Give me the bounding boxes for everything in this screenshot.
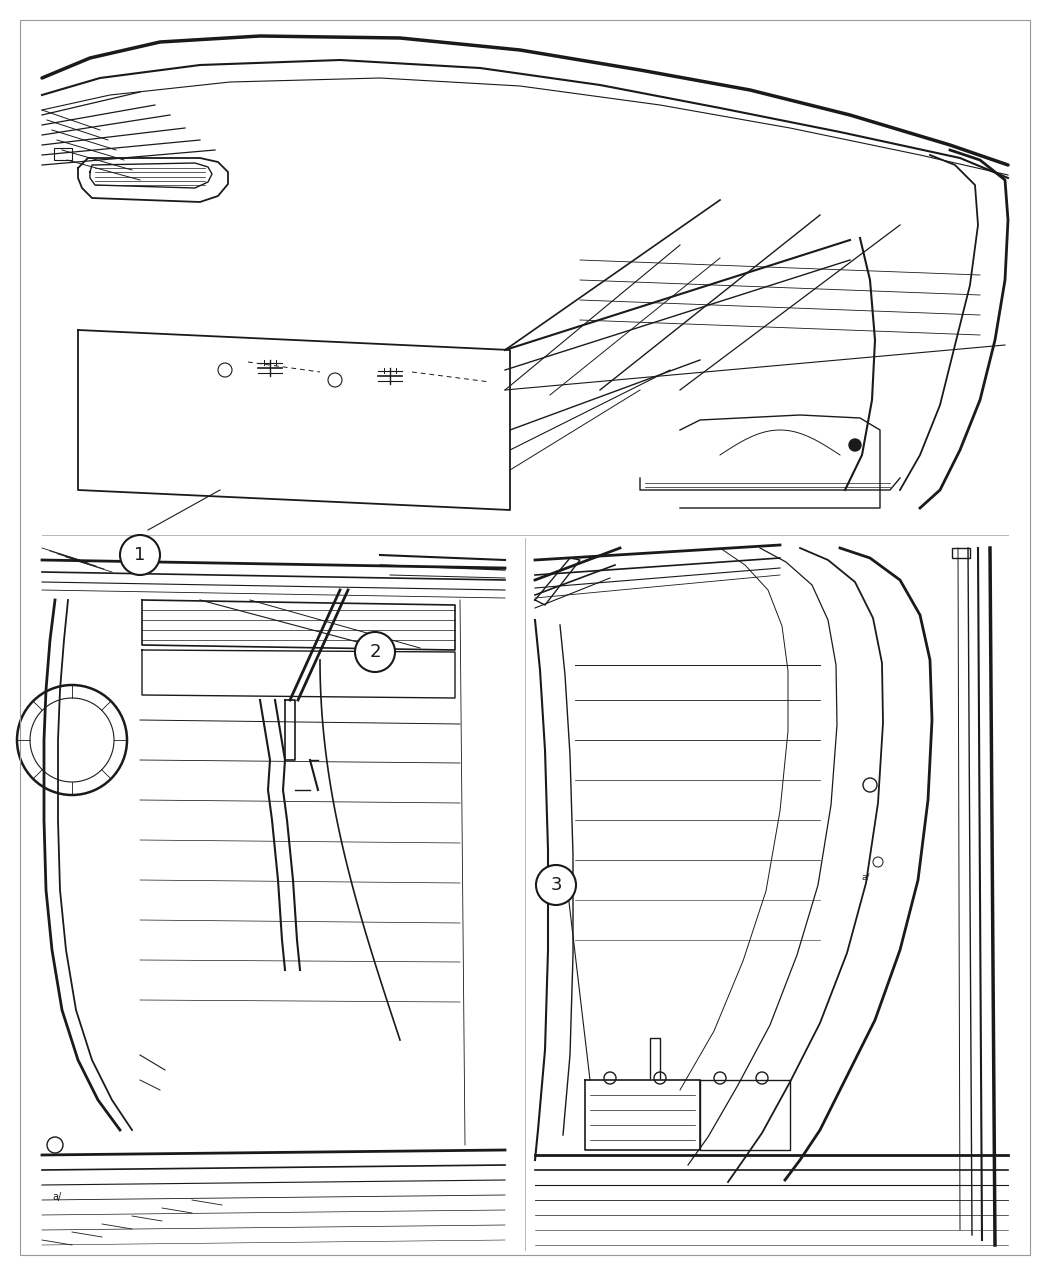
Text: 2: 2 bbox=[370, 643, 381, 660]
Text: 3: 3 bbox=[550, 876, 562, 894]
Bar bbox=[952, 548, 970, 558]
Circle shape bbox=[849, 439, 861, 451]
Text: a/: a/ bbox=[52, 1192, 61, 1202]
Circle shape bbox=[355, 632, 395, 672]
Text: 1: 1 bbox=[134, 546, 146, 564]
Circle shape bbox=[536, 864, 576, 905]
Bar bbox=[54, 148, 72, 159]
Circle shape bbox=[120, 536, 160, 575]
Text: a/: a/ bbox=[862, 873, 870, 882]
